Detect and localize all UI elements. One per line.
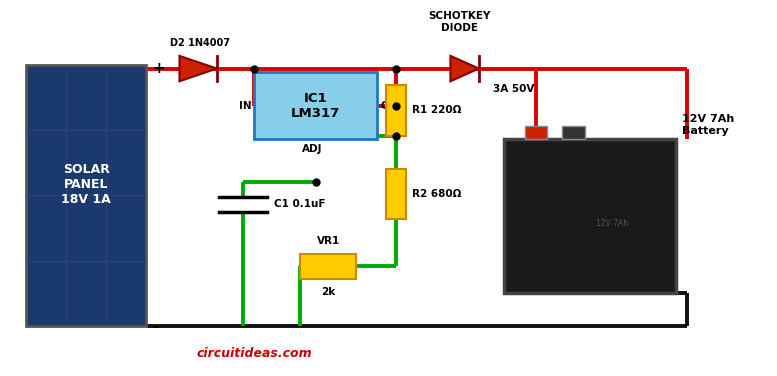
Bar xyxy=(386,168,406,219)
Text: C1 0.1uF: C1 0.1uF xyxy=(274,199,326,209)
Text: D2 1N4007: D2 1N4007 xyxy=(170,38,231,49)
Text: IC1
LM317: IC1 LM317 xyxy=(291,92,340,120)
Text: 2k: 2k xyxy=(321,287,336,297)
Text: 3A 50V: 3A 50V xyxy=(493,85,535,94)
Text: ADJ: ADJ xyxy=(301,144,322,154)
Bar xyxy=(525,126,548,139)
Bar xyxy=(301,254,357,279)
Text: SOLAR
PANEL
18V 1A: SOLAR PANEL 18V 1A xyxy=(61,163,111,206)
Bar xyxy=(563,126,585,139)
Polygon shape xyxy=(451,56,479,81)
Text: circuitideas.com: circuitideas.com xyxy=(197,347,312,360)
Bar xyxy=(504,139,676,293)
Bar xyxy=(386,85,406,136)
Bar xyxy=(254,72,378,139)
Text: +: + xyxy=(152,61,165,76)
Text: VR1: VR1 xyxy=(317,236,340,246)
Text: 12V 7Ah
Battery: 12V 7Ah Battery xyxy=(682,114,734,136)
Text: SCHOTKEY
DIODE: SCHOTKEY DIODE xyxy=(428,11,490,33)
Text: -: - xyxy=(152,318,159,334)
Text: OUT: OUT xyxy=(380,101,405,111)
Text: R2 680Ω: R2 680Ω xyxy=(413,189,462,199)
Text: 12V 7Ah: 12V 7Ah xyxy=(597,219,629,228)
Text: R1 220Ω: R1 220Ω xyxy=(413,105,462,115)
Polygon shape xyxy=(179,56,217,81)
Text: IN: IN xyxy=(239,101,251,111)
Bar xyxy=(26,65,146,326)
